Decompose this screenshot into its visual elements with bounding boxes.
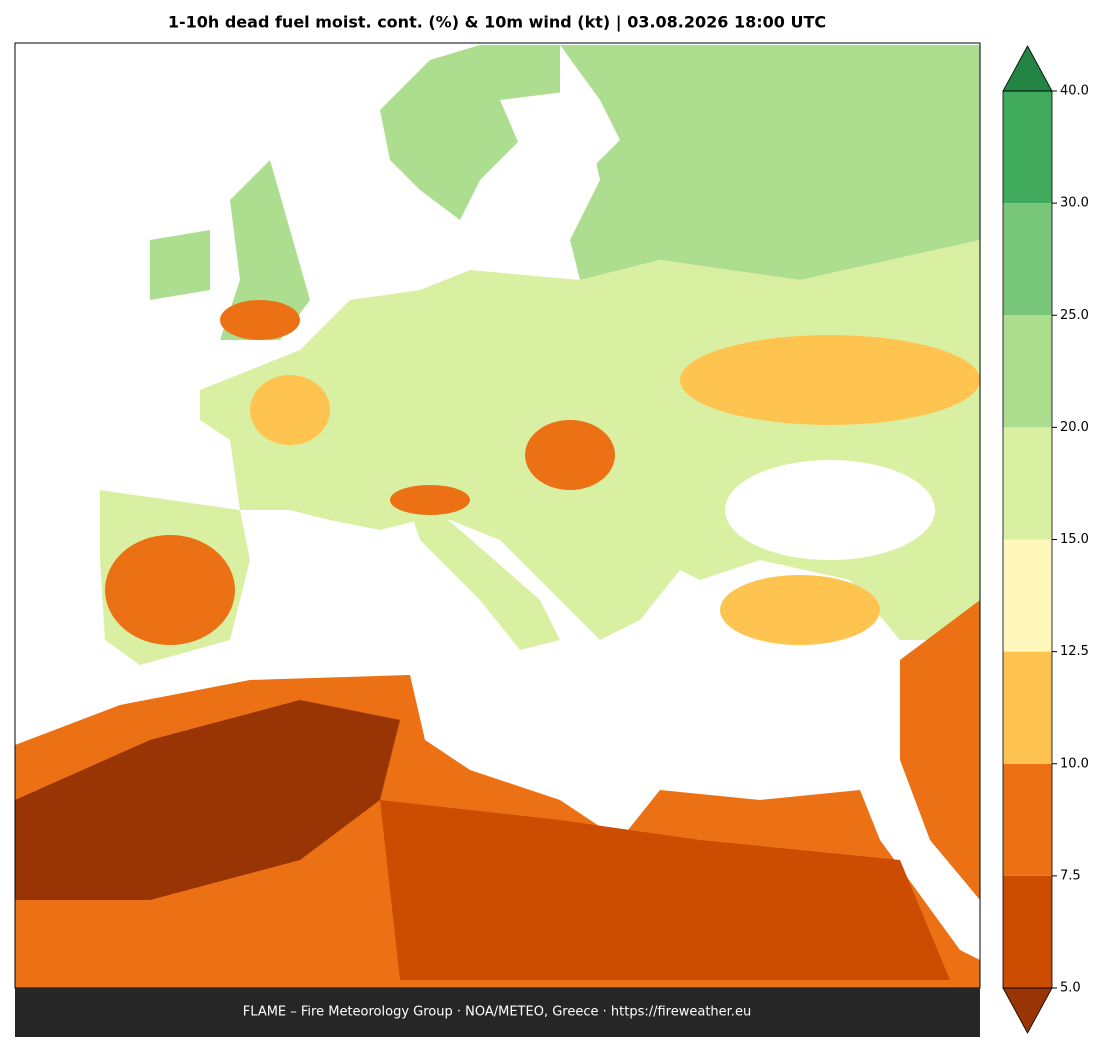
colorbar-bin (1003, 651, 1052, 764)
title: 1-10h dead fuel moist. cont. (%) & 10m w… (168, 13, 826, 33)
colorbar-tick-label: 30.0 (1060, 196, 1089, 211)
colorbar-bin (1003, 875, 1052, 988)
land (380, 45, 560, 220)
black-sea (725, 460, 935, 560)
footer-bar (15, 988, 980, 1037)
land (900, 600, 980, 900)
colorbar-tick-label: 7.5 (1060, 868, 1081, 883)
map (14, 42, 981, 989)
land (150, 230, 210, 300)
very-dry-area (15, 700, 400, 900)
colorbar-under (1002, 987, 1053, 1034)
colorbar-bin (1003, 315, 1052, 428)
colorbar-tick-label: 15.0 (1060, 532, 1089, 547)
colorbar-tick-label: 12.5 (1060, 644, 1089, 659)
colorbar-over (1002, 45, 1053, 92)
colorbar: 5.0 7.5 10.0 12.5 15.0 20.0 25.0 30.0 40.0 (1002, 45, 1089, 1034)
colorbar-tick-label: 40.0 (1060, 84, 1089, 99)
dry-area (390, 485, 470, 515)
colorbar-bin (1003, 427, 1052, 540)
footer: FLAME – Fire Meteorology Group · NOA/MET… (243, 1005, 751, 1020)
dry-area (525, 420, 615, 490)
dry-area (680, 335, 980, 425)
land (400, 480, 560, 650)
land (220, 160, 310, 340)
dry-area (105, 535, 235, 645)
colorbar-tick-label: 5.0 (1060, 981, 1081, 996)
very-dry-area (380, 800, 950, 980)
dry-area (220, 300, 300, 340)
dry-area (250, 375, 330, 445)
colorbar-bin (1003, 539, 1052, 652)
colorbar-bin (1003, 91, 1052, 204)
colorbar-bin (1003, 203, 1052, 316)
dry-area (720, 575, 880, 645)
baltic-sea (500, 90, 600, 260)
land (560, 45, 980, 280)
colorbar-tick-label: 25.0 (1060, 308, 1089, 323)
colorbar-tick-label: 20.0 (1060, 420, 1089, 435)
colorbar-tick-label: 10.0 (1060, 756, 1089, 771)
colorbar-bin (1003, 763, 1052, 876)
